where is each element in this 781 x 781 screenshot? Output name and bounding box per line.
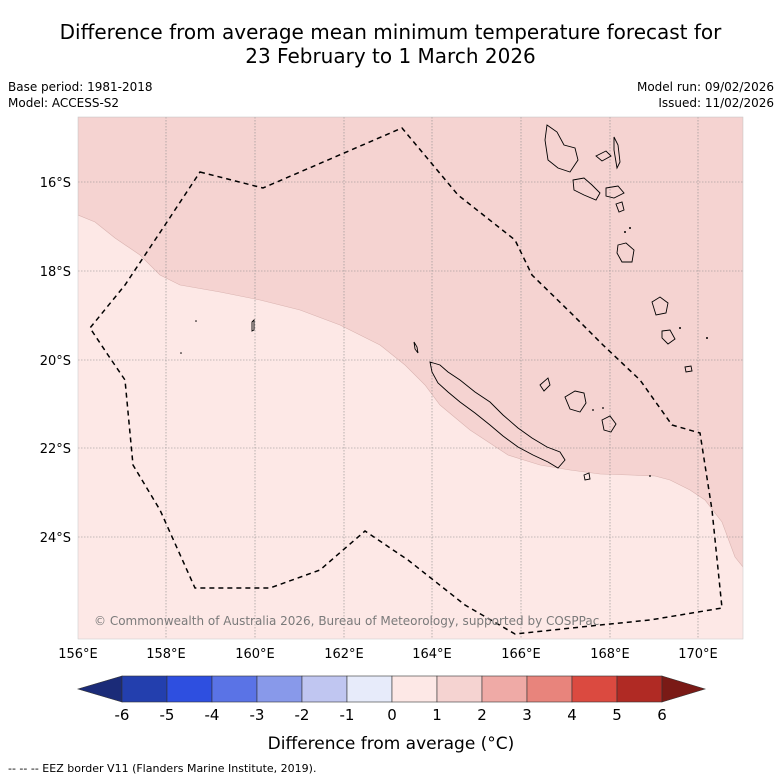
base-period: Base period: 1981-2018	[8, 80, 153, 94]
small-islands	[180, 227, 708, 477]
erromango	[651, 296, 669, 316]
colorbar-tick: -1	[340, 706, 355, 724]
malekula	[572, 177, 601, 201]
lon-label: 164°E	[412, 647, 452, 662]
colorbar-tick: 2	[477, 706, 487, 724]
title-line-1: Difference from average mean minimum tem…	[59, 20, 722, 44]
colorbar	[76, 675, 707, 703]
colorbar-tick: 1	[432, 706, 442, 724]
colorbar-swatch	[526, 675, 573, 703]
colorbar-tick: 4	[567, 706, 577, 724]
mare-island	[601, 415, 617, 433]
eez-border	[89, 127, 723, 635]
lifou-island	[564, 390, 587, 413]
anomaly-1-to-2-region	[78, 117, 743, 568]
colorbar-arrow-high	[661, 675, 707, 703]
ambae	[595, 150, 612, 162]
lon-label: 168°E	[590, 647, 630, 662]
model-name: Model: ACCESS-S2	[8, 96, 120, 110]
isle-of-pines	[583, 472, 591, 481]
colorbar-swatch	[166, 675, 213, 703]
longitude-labels: 156°E 158°E 160°E 162°E 164°E 166°E 168°…	[58, 647, 718, 662]
colorbar-tick: -3	[250, 706, 265, 724]
ouvea-island	[539, 377, 551, 392]
colorbar-tick: -5	[160, 706, 175, 724]
epi	[615, 201, 625, 213]
belep-islands	[413, 341, 419, 354]
meta-right: Model run: 09/02/2026 Issued: 11/02/2026	[637, 79, 774, 111]
chesterfield-islets	[251, 318, 255, 332]
colorbar-swatch	[346, 675, 393, 703]
colorbar-tick: 6	[657, 706, 667, 724]
tanna	[661, 329, 676, 345]
lon-label: 160°E	[235, 647, 275, 662]
colorbar-ticks: -6 -5 -4 -3 -2 -1 0 1 2 3 4 5 6	[115, 706, 667, 724]
new-caledonia-grande-terre	[429, 361, 566, 469]
colorbar-tick: -4	[205, 706, 220, 724]
meta-left: Base period: 1981-2018 Model: ACCESS-S2	[8, 79, 153, 111]
colorbar-swatch	[211, 675, 258, 703]
colorbar-swatch	[256, 675, 303, 703]
lon-label: 162°E	[324, 647, 364, 662]
lat-label: 18°S	[40, 265, 71, 280]
lat-label: 16°S	[40, 176, 71, 191]
aneityum	[684, 365, 693, 373]
title-line-2: 23 February to 1 March 2026	[245, 44, 536, 68]
colorbar-tick: 0	[387, 706, 397, 724]
copyright-notice: © Commonwealth of Australia 2026, Bureau…	[94, 614, 599, 628]
colorbar-label: Difference from average (°C)	[268, 734, 515, 754]
lat-label: 20°S	[40, 354, 71, 369]
lon-label: 156°E	[58, 647, 98, 662]
colorbar-swatch	[571, 675, 618, 703]
colorbar-tick: 3	[522, 706, 532, 724]
issued-date: Issued: 11/02/2026	[658, 96, 774, 110]
colorbar-tick: -6	[115, 706, 130, 724]
model-run: Model run: 09/02/2026	[636, 80, 774, 94]
latitude-labels: 16°S 18°S 20°S 22°S 24°S	[40, 176, 71, 546]
colorbar-swatch	[436, 675, 483, 703]
lat-label: 24°S	[40, 531, 71, 546]
pentecost	[613, 136, 621, 170]
graticule	[78, 117, 743, 639]
espiritu-santo	[544, 124, 579, 173]
lon-label: 170°E	[678, 647, 718, 662]
coastlines	[251, 124, 693, 481]
lat-label: 22°S	[40, 442, 71, 457]
colorbar-arrow-low	[76, 675, 123, 703]
eez-footnote: -- -- -- EEZ border V11 (Flanders Marine…	[8, 762, 317, 775]
colorbar-swatch	[121, 675, 168, 703]
map-frame	[77, 116, 744, 640]
lon-label: 158°E	[146, 647, 186, 662]
colorbar-swatch	[616, 675, 663, 703]
map-area: © Commonwealth of Australia 2026, Bureau…	[78, 117, 743, 639]
colorbar-swatch	[481, 675, 528, 703]
colorbar-tick: 5	[612, 706, 622, 724]
colorbar-swatch	[391, 675, 438, 703]
colorbar-tick: -2	[295, 706, 310, 724]
colorbar-swatch	[301, 675, 348, 703]
lon-label: 166°E	[501, 647, 541, 662]
ambrym	[605, 185, 625, 199]
efate	[616, 242, 635, 263]
